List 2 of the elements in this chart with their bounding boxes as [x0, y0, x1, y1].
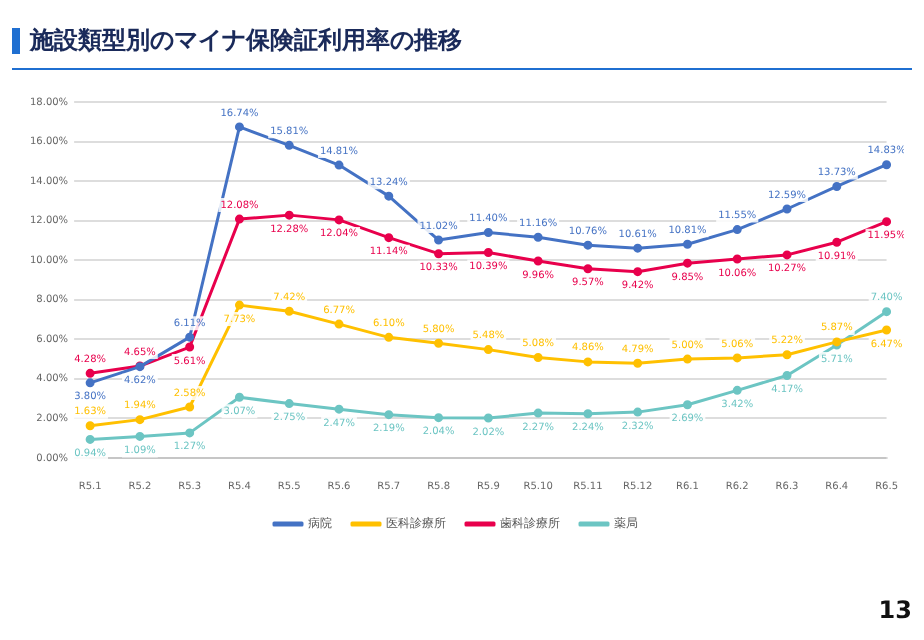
text: 13: [878, 596, 912, 624]
chart-title: 施設類型別のマイナ保険証利用率の推移: [30, 24, 462, 58]
